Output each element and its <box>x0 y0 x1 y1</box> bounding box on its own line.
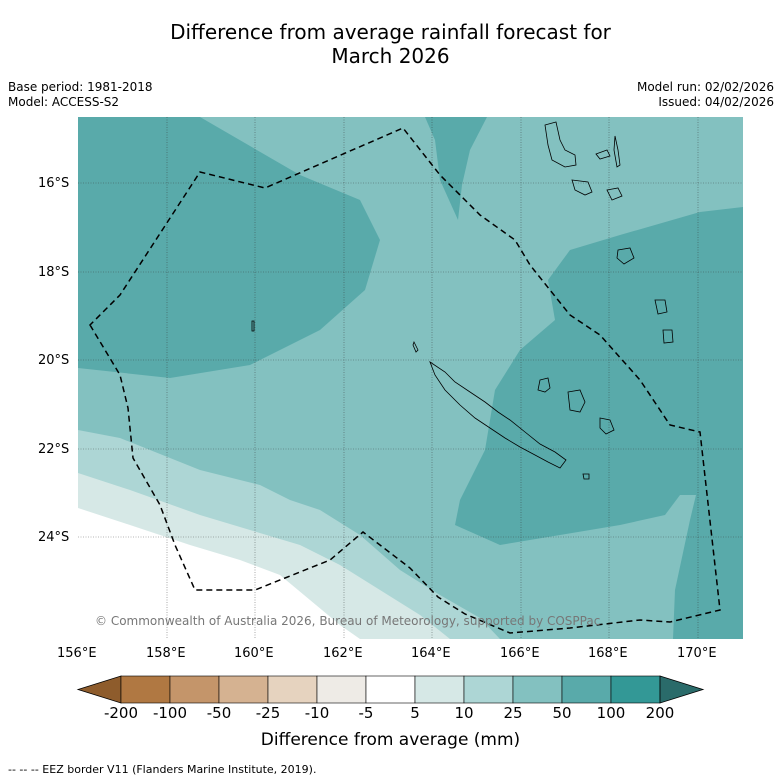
colorbar-tick-label: 100 <box>596 704 626 722</box>
meta-right: Model run: 02/02/2026 Issued: 04/02/2026 <box>637 80 774 110</box>
issued-date: Issued: 04/02/2026 <box>658 95 774 109</box>
lon-label-160e: 160°E <box>234 646 274 661</box>
lon-label-166e: 166°E <box>500 646 540 661</box>
lon-label-164e: 164°E <box>411 646 451 661</box>
ambae-island <box>595 149 611 160</box>
efate-island <box>606 187 623 201</box>
colorbar-tick-label: 25 <box>503 704 523 722</box>
graticule <box>78 117 743 639</box>
contour-layer <box>78 117 743 639</box>
espiritu-santo-island <box>544 121 577 168</box>
belep-islands <box>412 340 419 353</box>
lon-label-162e: 162°E <box>323 646 363 661</box>
isle-of-pines <box>582 473 590 480</box>
colorbar-tick-label: 10 <box>454 704 474 722</box>
new-caledonia-island <box>429 360 567 469</box>
erromango-island <box>616 247 635 265</box>
copyright-notice: © Commonwealth of Australia 2026, Bureau… <box>95 614 601 628</box>
colorbar-tick-label: -5 <box>358 704 374 722</box>
lon-label-158e: 158°E <box>146 646 186 661</box>
colorbar-extend-low <box>76 675 122 704</box>
colorbar-swatch <box>610 675 661 704</box>
eez-legend-note: -- -- -- EEZ border V11 (Flanders Marine… <box>8 763 317 776</box>
colorbar-swatch <box>414 675 465 704</box>
colorbar-tick-label: -100 <box>152 704 188 722</box>
colorbar-swatch <box>365 675 416 704</box>
contour-50-100-north <box>425 117 487 220</box>
contour-50-100-west <box>78 117 380 378</box>
lon-label-156e: 156°E <box>57 646 97 661</box>
colorbar-title: Difference from average (mm) <box>260 730 521 750</box>
colorbar-tick-label: -50 <box>206 704 232 722</box>
map-title-line1: Difference from average rainfall forecas… <box>170 20 611 44</box>
colorbar-swatch <box>218 675 269 704</box>
colorbar-swatch <box>267 675 318 704</box>
colorbar-tick-label: -25 <box>255 704 281 722</box>
lat-label-16s: 16°S <box>38 176 70 191</box>
maewo-island <box>613 135 621 168</box>
map-title-line2: March 2026 <box>331 44 450 68</box>
colorbar-extend-high <box>659 675 705 704</box>
colorbar-tick-label: -200 <box>103 704 139 722</box>
lon-label-168e: 168°E <box>588 646 628 661</box>
model-name: Model: ACCESS-S2 <box>8 95 120 109</box>
aneityum-island <box>662 329 674 344</box>
malekula-island <box>571 179 593 196</box>
contour-50-100-east <box>455 207 743 639</box>
contour-neutral <box>78 508 360 639</box>
eez-border <box>89 127 721 634</box>
model-run: Model run: 02/02/2026 <box>636 80 774 94</box>
mare-island <box>599 417 615 435</box>
tanna-island <box>654 299 668 315</box>
colorbar-swatch <box>561 675 612 704</box>
colorbar-tick-label: 200 <box>645 704 675 722</box>
colorbar <box>76 675 705 704</box>
colorbar-swatch <box>120 675 171 704</box>
colorbar-tick-label: 50 <box>552 704 572 722</box>
ouvea-island <box>537 377 551 393</box>
coastlines <box>251 121 674 480</box>
colorbar-tick-label: -10 <box>304 704 330 722</box>
lon-label-170e: 170°E <box>677 646 717 661</box>
lat-label-22s: 22°S <box>38 442 70 457</box>
colorbar-swatch <box>169 675 220 704</box>
colorbar-swatch <box>512 675 563 704</box>
chesterfield-reef <box>251 320 255 332</box>
meta-left: Base period: 1981-2018 Model: ACCESS-S2 <box>8 80 153 110</box>
lifou-island <box>567 389 586 413</box>
lat-label-24s: 24°S <box>38 530 70 545</box>
colorbar-swatch <box>463 675 514 704</box>
colorbar-tick-label: 5 <box>410 704 420 722</box>
base-period: Base period: 1981-2018 <box>8 80 153 94</box>
lat-label-18s: 18°S <box>38 265 70 280</box>
colorbar-swatch <box>316 675 367 704</box>
lat-label-20s: 20°S <box>38 353 70 368</box>
